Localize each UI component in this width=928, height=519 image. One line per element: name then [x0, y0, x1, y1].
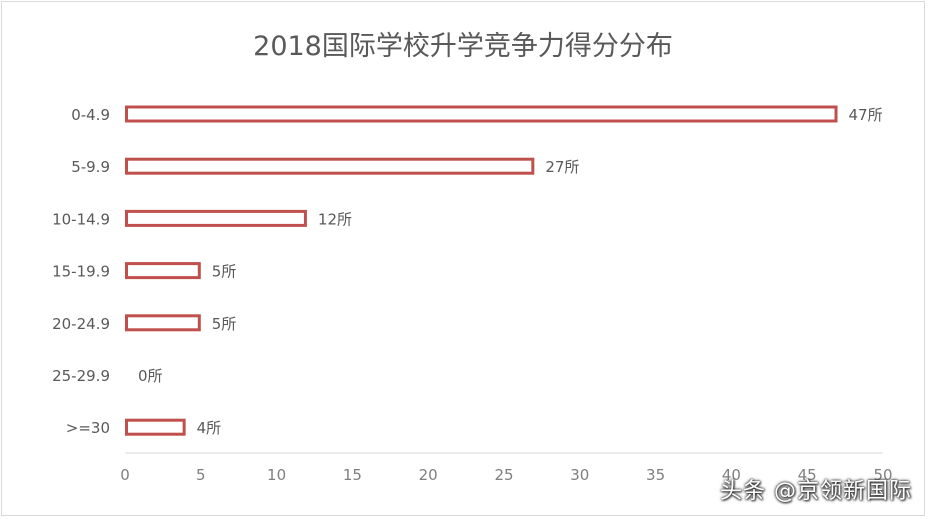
x-tick-label: 10: [267, 466, 286, 484]
bar: [125, 418, 186, 436]
x-tick-label: 35: [646, 466, 665, 484]
x-tick-label: 45: [798, 466, 817, 484]
watermark: 头条 @京领新国际: [720, 479, 912, 504]
bar: [125, 105, 838, 123]
bar: [125, 157, 535, 175]
x-tick-label: 15: [343, 466, 362, 484]
category-label: 25-29.9: [52, 367, 110, 385]
data-label: 5所: [212, 263, 237, 281]
data-label: 12所: [318, 210, 352, 228]
data-label: 0所: [138, 367, 163, 385]
x-tick-label: 40: [722, 466, 741, 484]
category-label: 20-24.9: [52, 315, 110, 333]
category-label: 15-19.9: [52, 263, 110, 281]
category-label: 0-4.9: [71, 106, 110, 124]
data-label: 47所: [849, 106, 883, 124]
x-tick-label: 20: [419, 466, 438, 484]
category-label: 5-9.9: [71, 158, 110, 176]
category-label: 10-14.9: [52, 210, 110, 228]
bar: [125, 209, 307, 227]
data-label: 5所: [212, 315, 237, 333]
chart-title: 2018国际学校升学竞争力得分分布: [253, 31, 673, 62]
bar: [125, 262, 201, 280]
x-tick-label: 30: [570, 466, 589, 484]
category-label: >=30: [66, 419, 110, 437]
x-tick-label: 25: [494, 466, 513, 484]
x-tick-label: 5: [196, 466, 206, 484]
data-label: 27所: [545, 158, 579, 176]
x-tick-label: 50: [873, 466, 892, 484]
bar: [125, 314, 201, 332]
x-tick-label: 0: [120, 466, 130, 484]
data-label: 4所: [197, 419, 222, 437]
